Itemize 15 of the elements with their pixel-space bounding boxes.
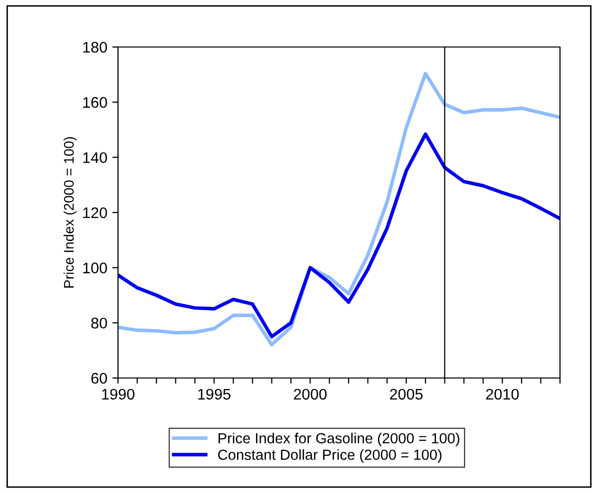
- y-tick-label: 160: [83, 97, 107, 108]
- y-tick-label: 80: [91, 318, 107, 329]
- y-tick-label: 60: [91, 372, 107, 384]
- y-tick-label: 100: [83, 262, 107, 274]
- x-tick-label: 2000: [294, 388, 327, 400]
- y-tick-label: 180: [83, 42, 107, 53]
- y-tick-label: 140: [83, 152, 107, 164]
- legend-label: Constant Dollar Price (2000 = 100): [218, 449, 442, 463]
- x-tick-label: 2010: [486, 388, 519, 400]
- x-tick-label: 2005: [390, 388, 423, 400]
- x-tick-label: 1995: [198, 388, 230, 400]
- legend-label: Price Index for Gasoline (2000 = 100): [218, 432, 460, 446]
- x-tick-label: 1990: [102, 388, 134, 400]
- y-tick-label: 120: [83, 207, 107, 218]
- y-axis-title: Price Index (2000 = 100): [64, 137, 77, 288]
